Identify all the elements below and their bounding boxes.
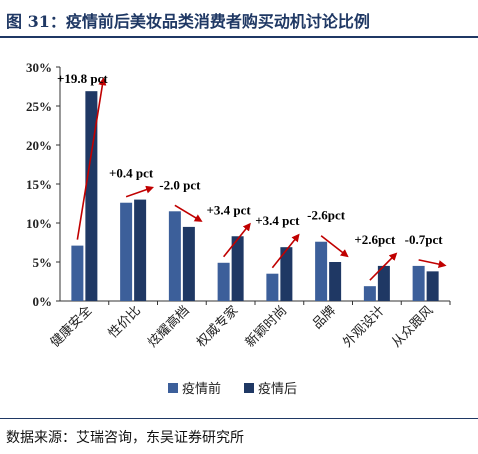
bar-before (363, 286, 376, 301)
change-label: +19.8 pct (57, 71, 108, 86)
change-label: -0.7pct (405, 232, 444, 247)
y-tick-label: 0% (33, 294, 53, 309)
bar-chart: 0% 5% 10% 15% 20% 25% 30% 健康安全 +19.8 pct 性价比 +0.4 … (26, 60, 451, 397)
change-arrow (174, 204, 203, 222)
x-tick-label: 健康安全 (47, 303, 95, 351)
bar-before (266, 273, 279, 301)
x-tick-label: 新颖时尚 (242, 303, 290, 351)
change-label: +3.4 pct (207, 202, 252, 217)
x-tick-label: 从众跟风 (389, 303, 436, 350)
change-arrow (369, 252, 398, 281)
change-label: -2.6pct (307, 208, 346, 223)
bar-after (85, 91, 98, 302)
bar-after (134, 199, 147, 301)
y-tick-label: 20% (26, 138, 52, 153)
change-label: +3.4 pct (255, 213, 300, 228)
x-tick-label: 品牌 (309, 303, 339, 333)
change-arrow (418, 259, 447, 269)
change-label: +0.4 pct (109, 166, 154, 181)
y-tick-label: 15% (26, 177, 52, 192)
y-tick-label: 5% (33, 255, 53, 270)
legend-label: 疫情前 (182, 381, 221, 397)
bar-before (217, 262, 230, 301)
change-arrow (76, 77, 107, 240)
bar-after (329, 262, 342, 301)
x-tick-label: 权威专家 (193, 303, 241, 351)
legend-swatch (168, 383, 178, 393)
bar-after (182, 226, 195, 301)
bar-before (71, 245, 84, 301)
y-tick-label: 30% (26, 60, 52, 75)
change-arrow (320, 235, 349, 258)
change-arrow (271, 233, 300, 269)
bar-after (426, 271, 439, 301)
change-label: +2.6pct (354, 232, 396, 247)
data-source: 数据来源：艾瑞咨询，东吴证券研究所 (0, 418, 478, 454)
y-tick-label: 25% (26, 99, 52, 114)
legend-label: 疫情后 (258, 381, 297, 397)
change-arrow (223, 222, 251, 258)
x-tick-label: 外观设计 (340, 303, 387, 350)
figure-title: 图 31：疫情前后美妆品类消费者购买动机讨论比例 (0, 0, 478, 38)
x-tick-label: 炫耀高档 (145, 303, 193, 351)
change-label: -2.0 pct (159, 177, 201, 192)
bar-after (231, 236, 244, 301)
bar-before (412, 265, 425, 301)
x-tick-label: 性价比 (106, 303, 144, 341)
change-arrow (125, 185, 155, 198)
bar-after (280, 247, 293, 301)
bar-before (120, 202, 133, 301)
bar-after (377, 265, 390, 301)
bar-before (315, 241, 328, 301)
legend-swatch (244, 383, 254, 393)
bar-before (168, 211, 181, 301)
y-tick-label: 10% (26, 216, 52, 231)
